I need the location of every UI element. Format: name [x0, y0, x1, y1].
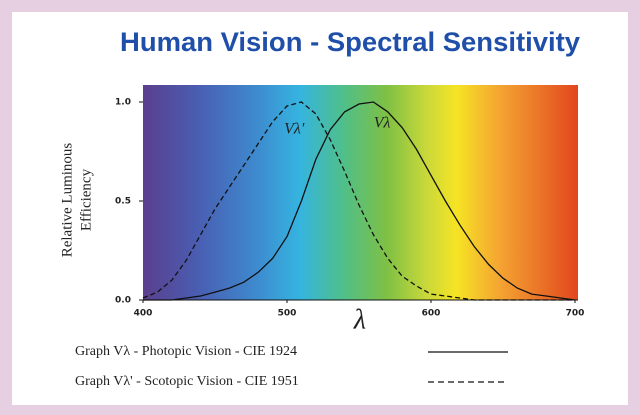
spectrum [143, 85, 578, 300]
annotation: Vλ [374, 114, 391, 131]
x-tick-label: 700 [566, 309, 585, 319]
legend-label: Graph Vλ' - Scotopic Vision - CIE 1951 [75, 374, 299, 389]
chart-title: Human Vision - Spectral Sensitivity [120, 27, 580, 57]
y-axis-label: Relative Luminous [59, 143, 75, 258]
y-axis-label: Efficiency [78, 168, 94, 231]
x-tick-label: 400 [134, 309, 153, 319]
annotation: Vλ' [284, 120, 305, 137]
x-axis-label: λ [353, 304, 366, 335]
x-tick-label: 500 [278, 309, 297, 319]
y-tick-label: 0.5 [115, 197, 131, 207]
y-tick-label: 0.0 [115, 296, 131, 306]
series-line [143, 101, 576, 301]
legend-label: Graph Vλ - Photopic Vision - CIE 1924 [75, 344, 297, 359]
x-tick-label: 600 [422, 309, 441, 319]
series-line [142, 101, 575, 301]
y-tick-label: 1.0 [115, 98, 131, 108]
